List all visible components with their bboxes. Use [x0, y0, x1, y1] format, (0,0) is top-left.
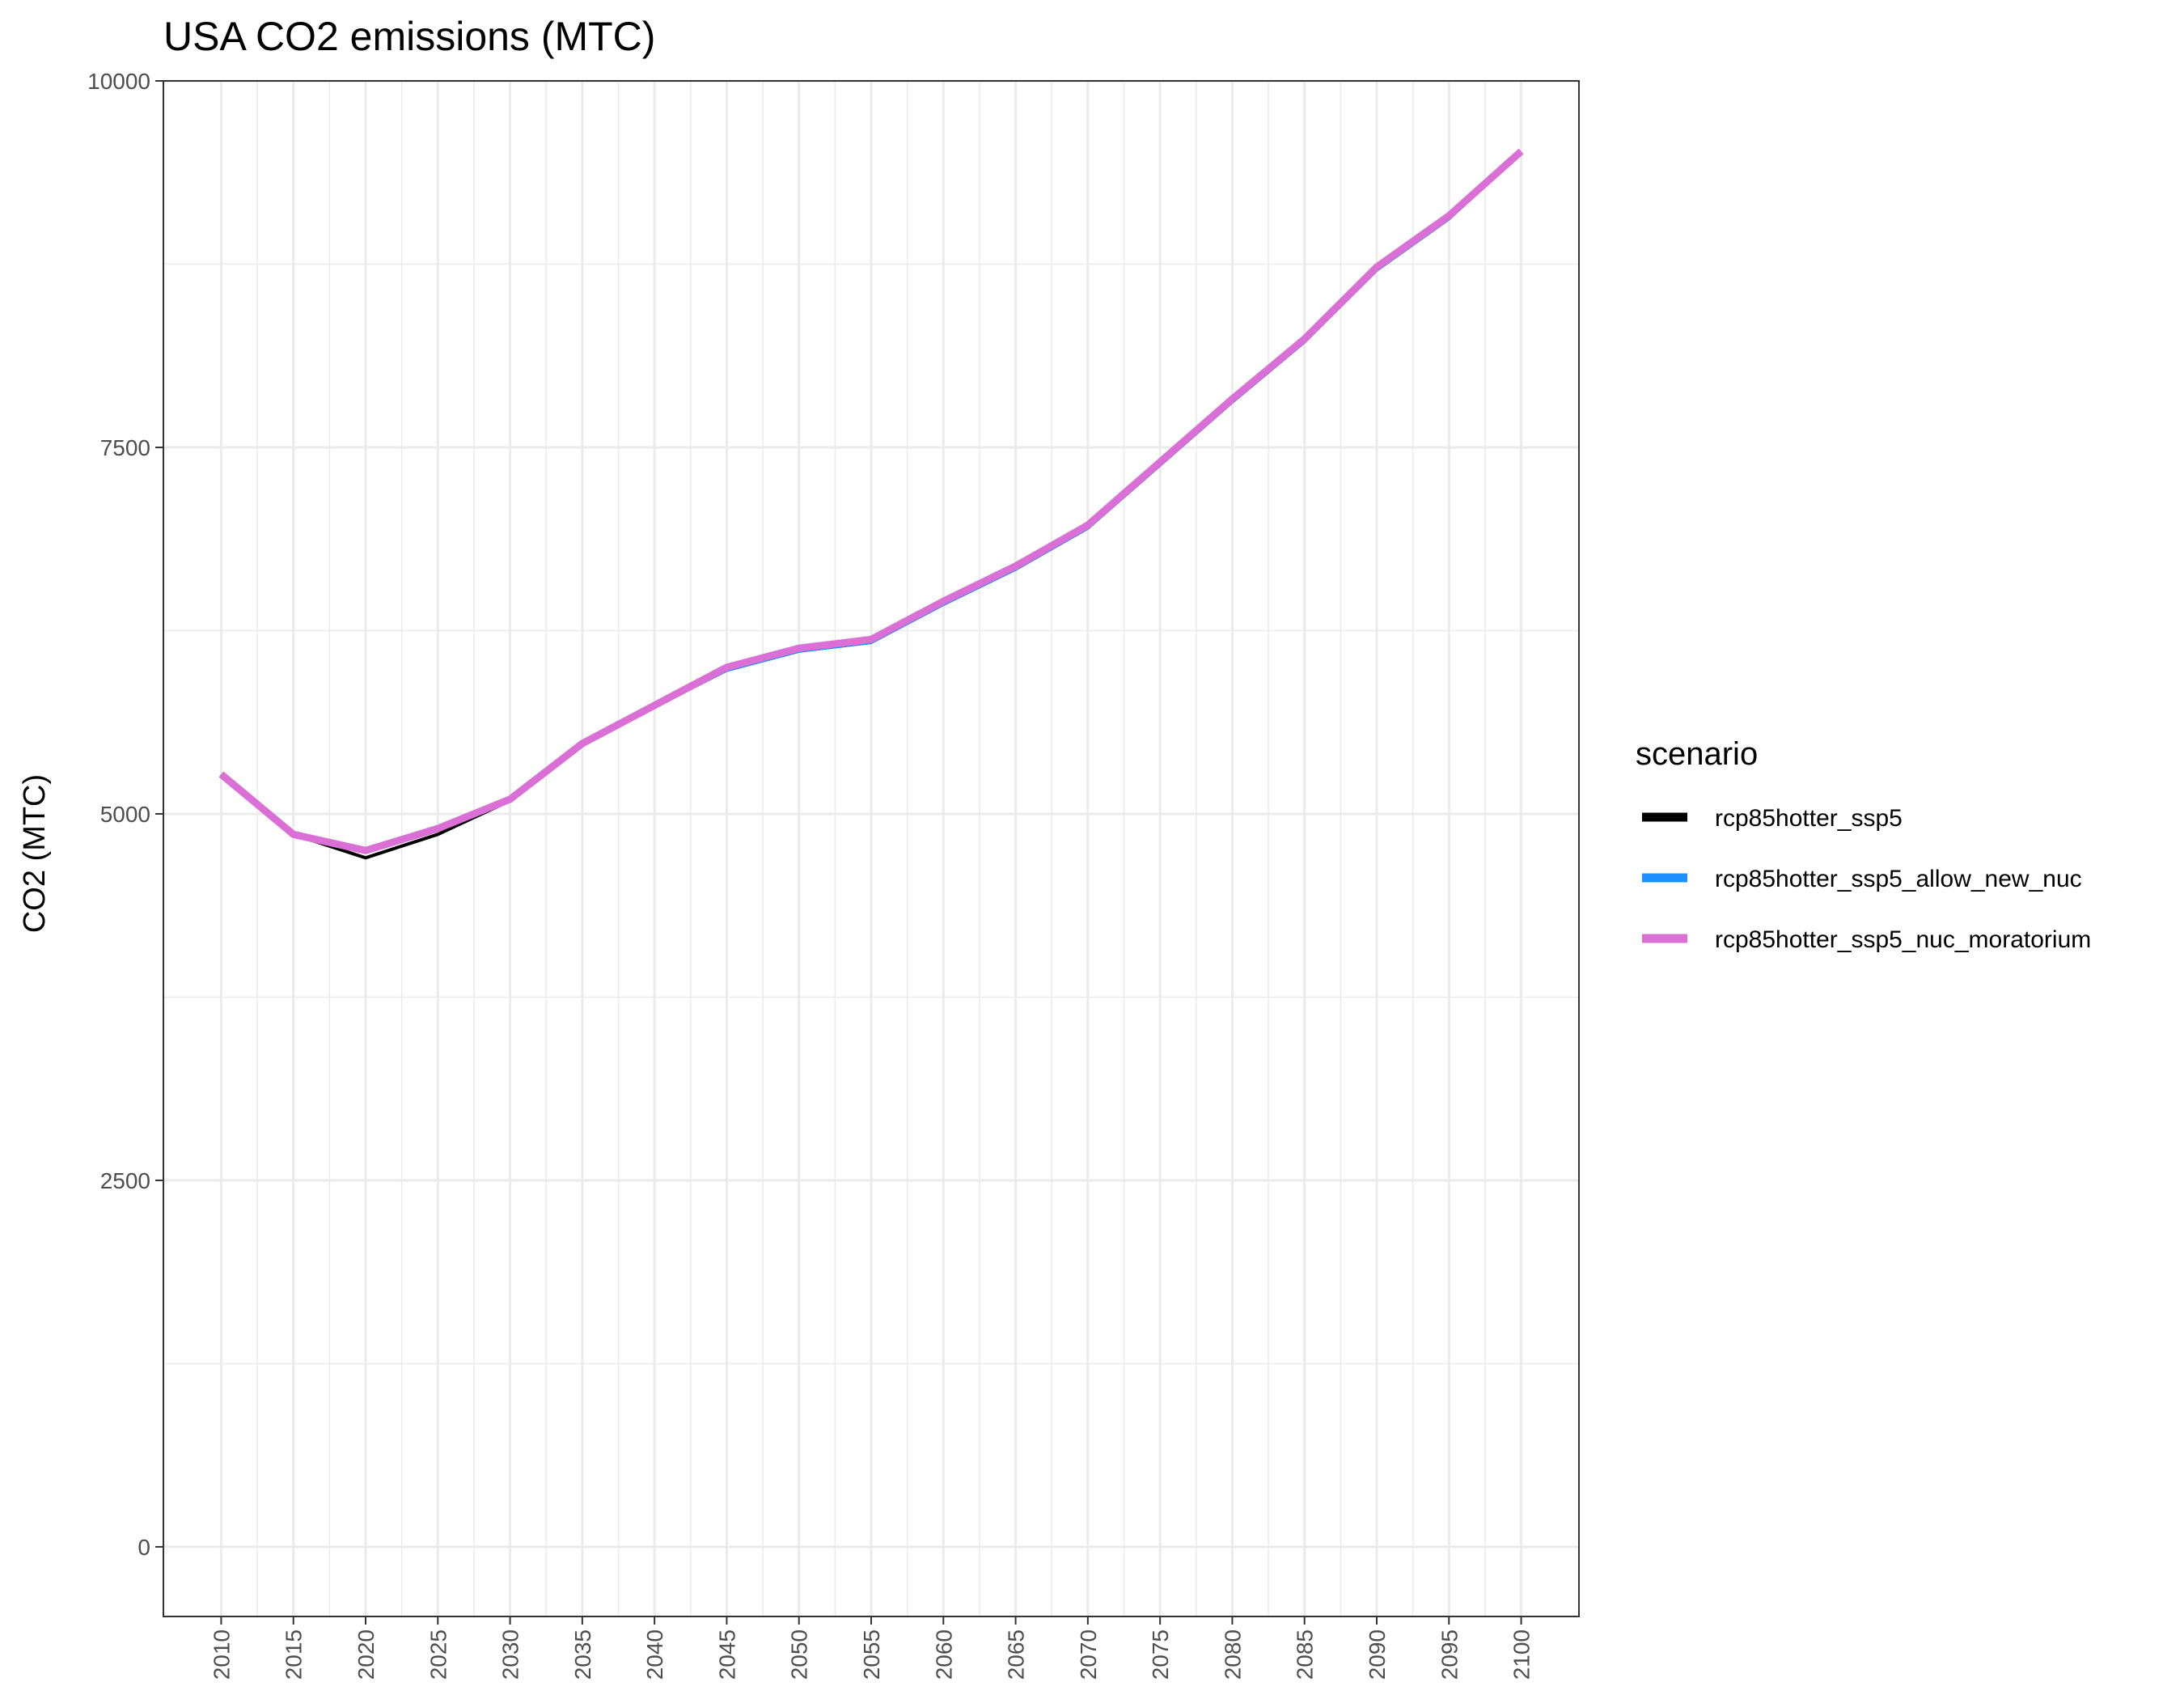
x-tick-label: 2080: [1220, 1629, 1245, 1680]
x-tick-label: 2095: [1437, 1629, 1462, 1680]
legend-title: scenario: [1636, 736, 1758, 772]
x-tick-label: 2065: [1004, 1629, 1029, 1680]
x-tick-label: 2015: [281, 1629, 307, 1680]
x-tick-label: 2050: [787, 1629, 812, 1680]
x-tick-label: 2020: [353, 1629, 379, 1680]
x-tick-label: 2025: [425, 1629, 451, 1680]
legend-label-rcp85hotter_ssp5_allow_new_nuc: rcp85hotter_ssp5_allow_new_nuc: [1715, 866, 2082, 892]
series-line-rcp85hotter_ssp5_nuc_moratorium: [218, 148, 1524, 854]
y-tick-label: 2500: [100, 1168, 150, 1193]
y-tick-label: 10000: [87, 69, 150, 94]
y-tick-label: 5000: [100, 802, 150, 827]
x-tick-label: 2035: [570, 1629, 595, 1680]
y-tick-label: 7500: [100, 435, 150, 460]
x-tick-label: 2100: [1509, 1629, 1534, 1680]
legend-label-rcp85hotter_ssp5: rcp85hotter_ssp5: [1715, 805, 1903, 832]
x-tick-label: 2040: [642, 1629, 667, 1680]
x-tick-label: 2055: [859, 1629, 884, 1680]
x-tick-label: 2085: [1293, 1629, 1318, 1680]
legend: scenario rcp85hotter_ssp5 rcp85hotter_ssp…: [1636, 736, 2091, 953]
chart-title: USA CO2 emissions (MTC): [163, 14, 655, 59]
x-tick-label: 2030: [498, 1629, 523, 1680]
x-tick-label: 2090: [1365, 1629, 1390, 1680]
x-tick-label: 2045: [714, 1629, 739, 1680]
legend-label-rcp85hotter_ssp5_nuc_moratorium: rcp85hotter_ssp5_nuc_moratorium: [1715, 926, 2091, 953]
y-axis-title: CO2 (MTC): [18, 774, 52, 933]
x-tick-label: 2060: [931, 1629, 956, 1680]
x-tick-label: 2010: [209, 1629, 234, 1680]
x-tick-label: 2075: [1148, 1629, 1173, 1680]
plot-panel: 0 2500 5000 7500 10000 2010 2015 2020 2025 2030 20…: [87, 69, 1580, 1680]
y-tick-label: 0: [138, 1535, 150, 1560]
x-tick-label: 2070: [1076, 1629, 1101, 1680]
